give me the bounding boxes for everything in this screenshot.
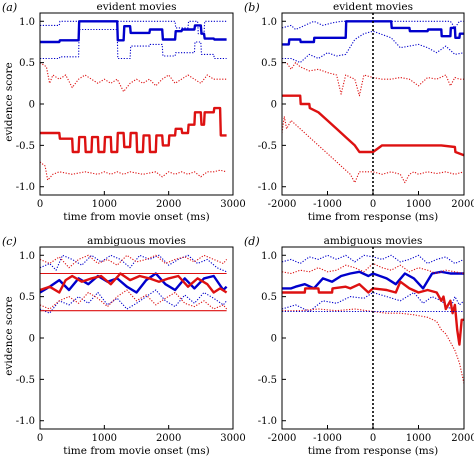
panel-b-label: (b) [244, 1, 260, 14]
ylabel-bottom: evidence score [3, 296, 15, 375]
panel-d-ytick-label-4: 1.0 [261, 251, 277, 262]
panel-d-ytick-label-3: 0.5 [261, 292, 277, 303]
panel-b: -2000 -1000 0 1000 2000 -1.0 -0.5 0 0.5 1.0 eviden… [244, 1, 474, 223]
panel-c-ytick-label-0: -1.0 [16, 416, 35, 427]
panel-c-series-2-line [39, 289, 228, 314]
panel-b-xtick-label-2: 0 [370, 199, 376, 210]
panel-b-series-4-line [282, 94, 465, 157]
panel-c-ytick-label-3: 0.5 [19, 292, 35, 303]
panel-a-series-1-line [40, 20, 227, 35]
panel-c-series-6-line [39, 254, 228, 269]
panel-a-series-4-line [40, 106, 227, 154]
panel-c-frame [39, 246, 234, 430]
panel-b-ytick-label-4: 1.0 [261, 17, 277, 28]
panel-c-xlabel: time from movie onset (ms) [63, 445, 210, 457]
panel-c: 0 1000 2000 3000 -1.0 -0.5 0 0.5 1.0 ambiguous mo… [2, 235, 246, 457]
panel-c-label: (c) [2, 235, 17, 248]
panel-c-xtick-label-0: 0 [37, 433, 43, 444]
panel-b-xtick-label-4: 2000 [451, 199, 474, 210]
panel-a-series-2-line [40, 28, 227, 60]
panel-c-xtick-label-2: 2000 [156, 433, 181, 444]
panel-c-xtick-label-3: 3000 [220, 433, 245, 444]
panel-a-xtick-label-1: 1000 [92, 199, 117, 210]
panel-a-ytick-label-4: 1.0 [19, 17, 35, 28]
panel-b-title: evident movies [333, 1, 413, 13]
panel-c-xtick-label-1: 1000 [92, 433, 117, 444]
panel-c-series-7-line [39, 289, 228, 310]
panel-d-series-4-line [281, 262, 465, 275]
panel-c-title: ambiguous movies [87, 235, 186, 247]
panel-a-series-0-line [40, 20, 227, 44]
panel-a-xlabel: time from movie onset (ms) [63, 211, 210, 223]
panel-a-xtick-label-3: 3000 [220, 199, 245, 210]
panel-d-xtick-label-2: 0 [370, 433, 376, 444]
panel-a-title: evident movies [97, 1, 177, 13]
panel-d-label: (d) [244, 235, 260, 248]
panel-b-ytick-label-3: 0.5 [261, 58, 277, 69]
panel-d-xtick-label-0: -2000 [268, 433, 297, 444]
panel-b-xtick-label-1: -1000 [313, 199, 342, 210]
panel-d-ytick-label-1: -0.5 [258, 375, 277, 386]
panel-a-label: (a) [2, 1, 17, 14]
panel-d-series-5-line [282, 308, 465, 384]
panel-d-series-3-line [282, 280, 464, 346]
panel-a-series-3-line [39, 62, 227, 93]
panel-d-xtick-label-3: 1000 [406, 433, 431, 444]
panel-a-ytick-label-1: -0.5 [16, 141, 35, 152]
ylabel-top: evidence score [3, 62, 15, 141]
panel-b-xtick-label-0: -2000 [268, 199, 297, 210]
panel-c-series-1-line [39, 254, 227, 273]
panel-d-ytick-label-2: 0 [271, 334, 277, 345]
panel-a-ytick-label-2: 0 [29, 100, 35, 111]
panel-a-xtick-label-0: 0 [37, 199, 43, 210]
panel-c-ytick-label-1: -0.5 [16, 375, 35, 386]
panel-d-xtick-label-1: -1000 [313, 433, 342, 444]
panel-b-series-3-line [282, 62, 464, 97]
panel-d: -2000 -1000 0 1000 2000 -1.0 -0.5 0 0.5 1.0 ambigu… [244, 235, 474, 457]
panel-a-series-5-line [39, 161, 227, 181]
panel-b-ytick-label-2: 0 [271, 100, 277, 111]
panel-b-ytick-label-1: -0.5 [258, 141, 277, 152]
panel-d-ytick-label-0: -1.0 [258, 416, 277, 427]
panel-a: 0 1000 2000 3000 -1.0 -0.5 0 0.5 1.0 evident movi… [2, 1, 246, 223]
panel-b-xlabel: time from response (ms) [308, 211, 439, 223]
panel-c-ytick-label-4: 1.0 [19, 251, 35, 262]
panel-c-series-0-line [39, 272, 228, 294]
panel-d-xlabel: time from response (ms) [308, 445, 439, 457]
panel-c-series-5-line [39, 272, 228, 294]
panel-b-series-0-line [282, 20, 464, 46]
panel-d-title: ambiguous movies [324, 235, 423, 247]
panel-a-ytick-label-3: 0.5 [19, 58, 35, 69]
panel-b-xtick-label-3: 1000 [406, 199, 431, 210]
panel-a-xtick-label-2: 2000 [156, 199, 181, 210]
panel-c-ytick-label-2: 0 [29, 334, 35, 345]
panel-d-series-0-line [282, 270, 464, 290]
panel-b-series-5-line [281, 115, 465, 184]
panel-d-xtick-label-4: 2000 [451, 433, 474, 444]
panel-b-ytick-label-0: -1.0 [258, 182, 277, 193]
panel-a-ytick-label-0: -1.0 [16, 182, 35, 193]
panel-b-series-1-line [281, 20, 464, 31]
panel-b-series-2-line [282, 30, 465, 64]
